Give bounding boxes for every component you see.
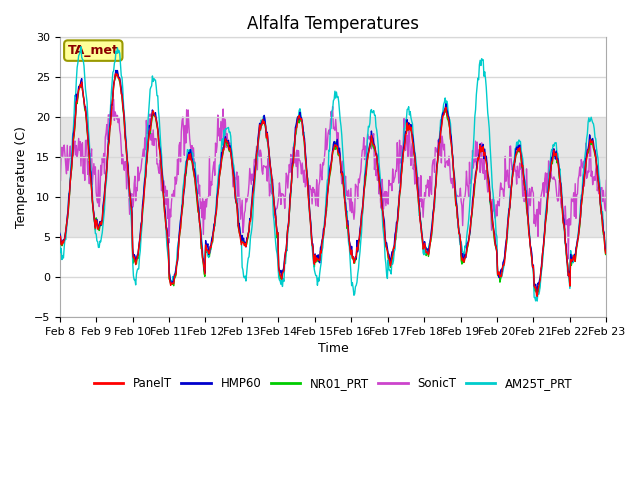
NR01_PRT (178, 209, 186, 215)
Line: AM25T_PRT: AM25T_PRT (60, 47, 606, 301)
NR01_PRT (114, 71, 122, 77)
HMP60 (533, 293, 541, 299)
HMP60 (178, 204, 186, 209)
NR01_PRT (56, 233, 63, 239)
Legend: PanelT, HMP60, NR01_PRT, SonicT, AM25T_PRT: PanelT, HMP60, NR01_PRT, SonicT, AM25T_P… (89, 372, 577, 395)
SonicT (110, 96, 118, 102)
NR01_PRT (207, 246, 215, 252)
Line: PanelT: PanelT (60, 73, 606, 296)
NR01_PRT (602, 250, 610, 256)
Text: TA_met: TA_met (68, 44, 119, 57)
PanelT (123, 151, 131, 156)
AM25T_PRT (207, 245, 215, 251)
HMP60 (400, 142, 408, 147)
SonicT (602, 178, 610, 183)
AM25T_PRT (178, 201, 186, 207)
SonicT (56, 125, 63, 131)
SonicT (123, 186, 131, 192)
PanelT (66, 191, 74, 197)
PanelT (178, 207, 186, 213)
PanelT (602, 247, 610, 253)
SonicT (178, 118, 186, 124)
Line: SonicT: SonicT (60, 99, 606, 259)
AM25T_PRT (123, 145, 131, 151)
Line: HMP60: HMP60 (60, 71, 606, 296)
HMP60 (602, 248, 610, 253)
NR01_PRT (533, 291, 541, 297)
AM25T_PRT (400, 126, 408, 132)
NR01_PRT (66, 192, 74, 197)
AM25T_PRT (416, 210, 424, 216)
Title: Alfalfa Temperatures: Alfalfa Temperatures (247, 15, 419, 33)
Bar (60, 117, 606, 237)
SonicT (400, 115, 408, 121)
HMP60 (416, 215, 424, 221)
X-axis label: Time: Time (317, 342, 348, 355)
SonicT (66, 152, 74, 157)
HMP60 (123, 149, 131, 155)
Y-axis label: Temperature (C): Temperature (C) (15, 126, 28, 228)
HMP60 (56, 230, 63, 236)
Line: NR01_PRT: NR01_PRT (60, 74, 606, 294)
HMP60 (207, 242, 215, 248)
AM25T_PRT (602, 245, 610, 251)
PanelT (56, 233, 63, 239)
HMP60 (66, 188, 74, 193)
SonicT (564, 256, 572, 262)
PanelT (400, 145, 408, 151)
PanelT (207, 245, 215, 251)
PanelT (416, 218, 424, 224)
NR01_PRT (416, 215, 424, 221)
NR01_PRT (123, 152, 131, 158)
AM25T_PRT (533, 298, 541, 304)
PanelT (112, 71, 120, 76)
AM25T_PRT (66, 191, 74, 197)
SonicT (207, 179, 215, 185)
HMP60 (112, 68, 120, 73)
NR01_PRT (400, 143, 408, 148)
SonicT (416, 199, 424, 204)
AM25T_PRT (77, 44, 84, 49)
AM25T_PRT (56, 242, 63, 248)
PanelT (533, 293, 541, 299)
